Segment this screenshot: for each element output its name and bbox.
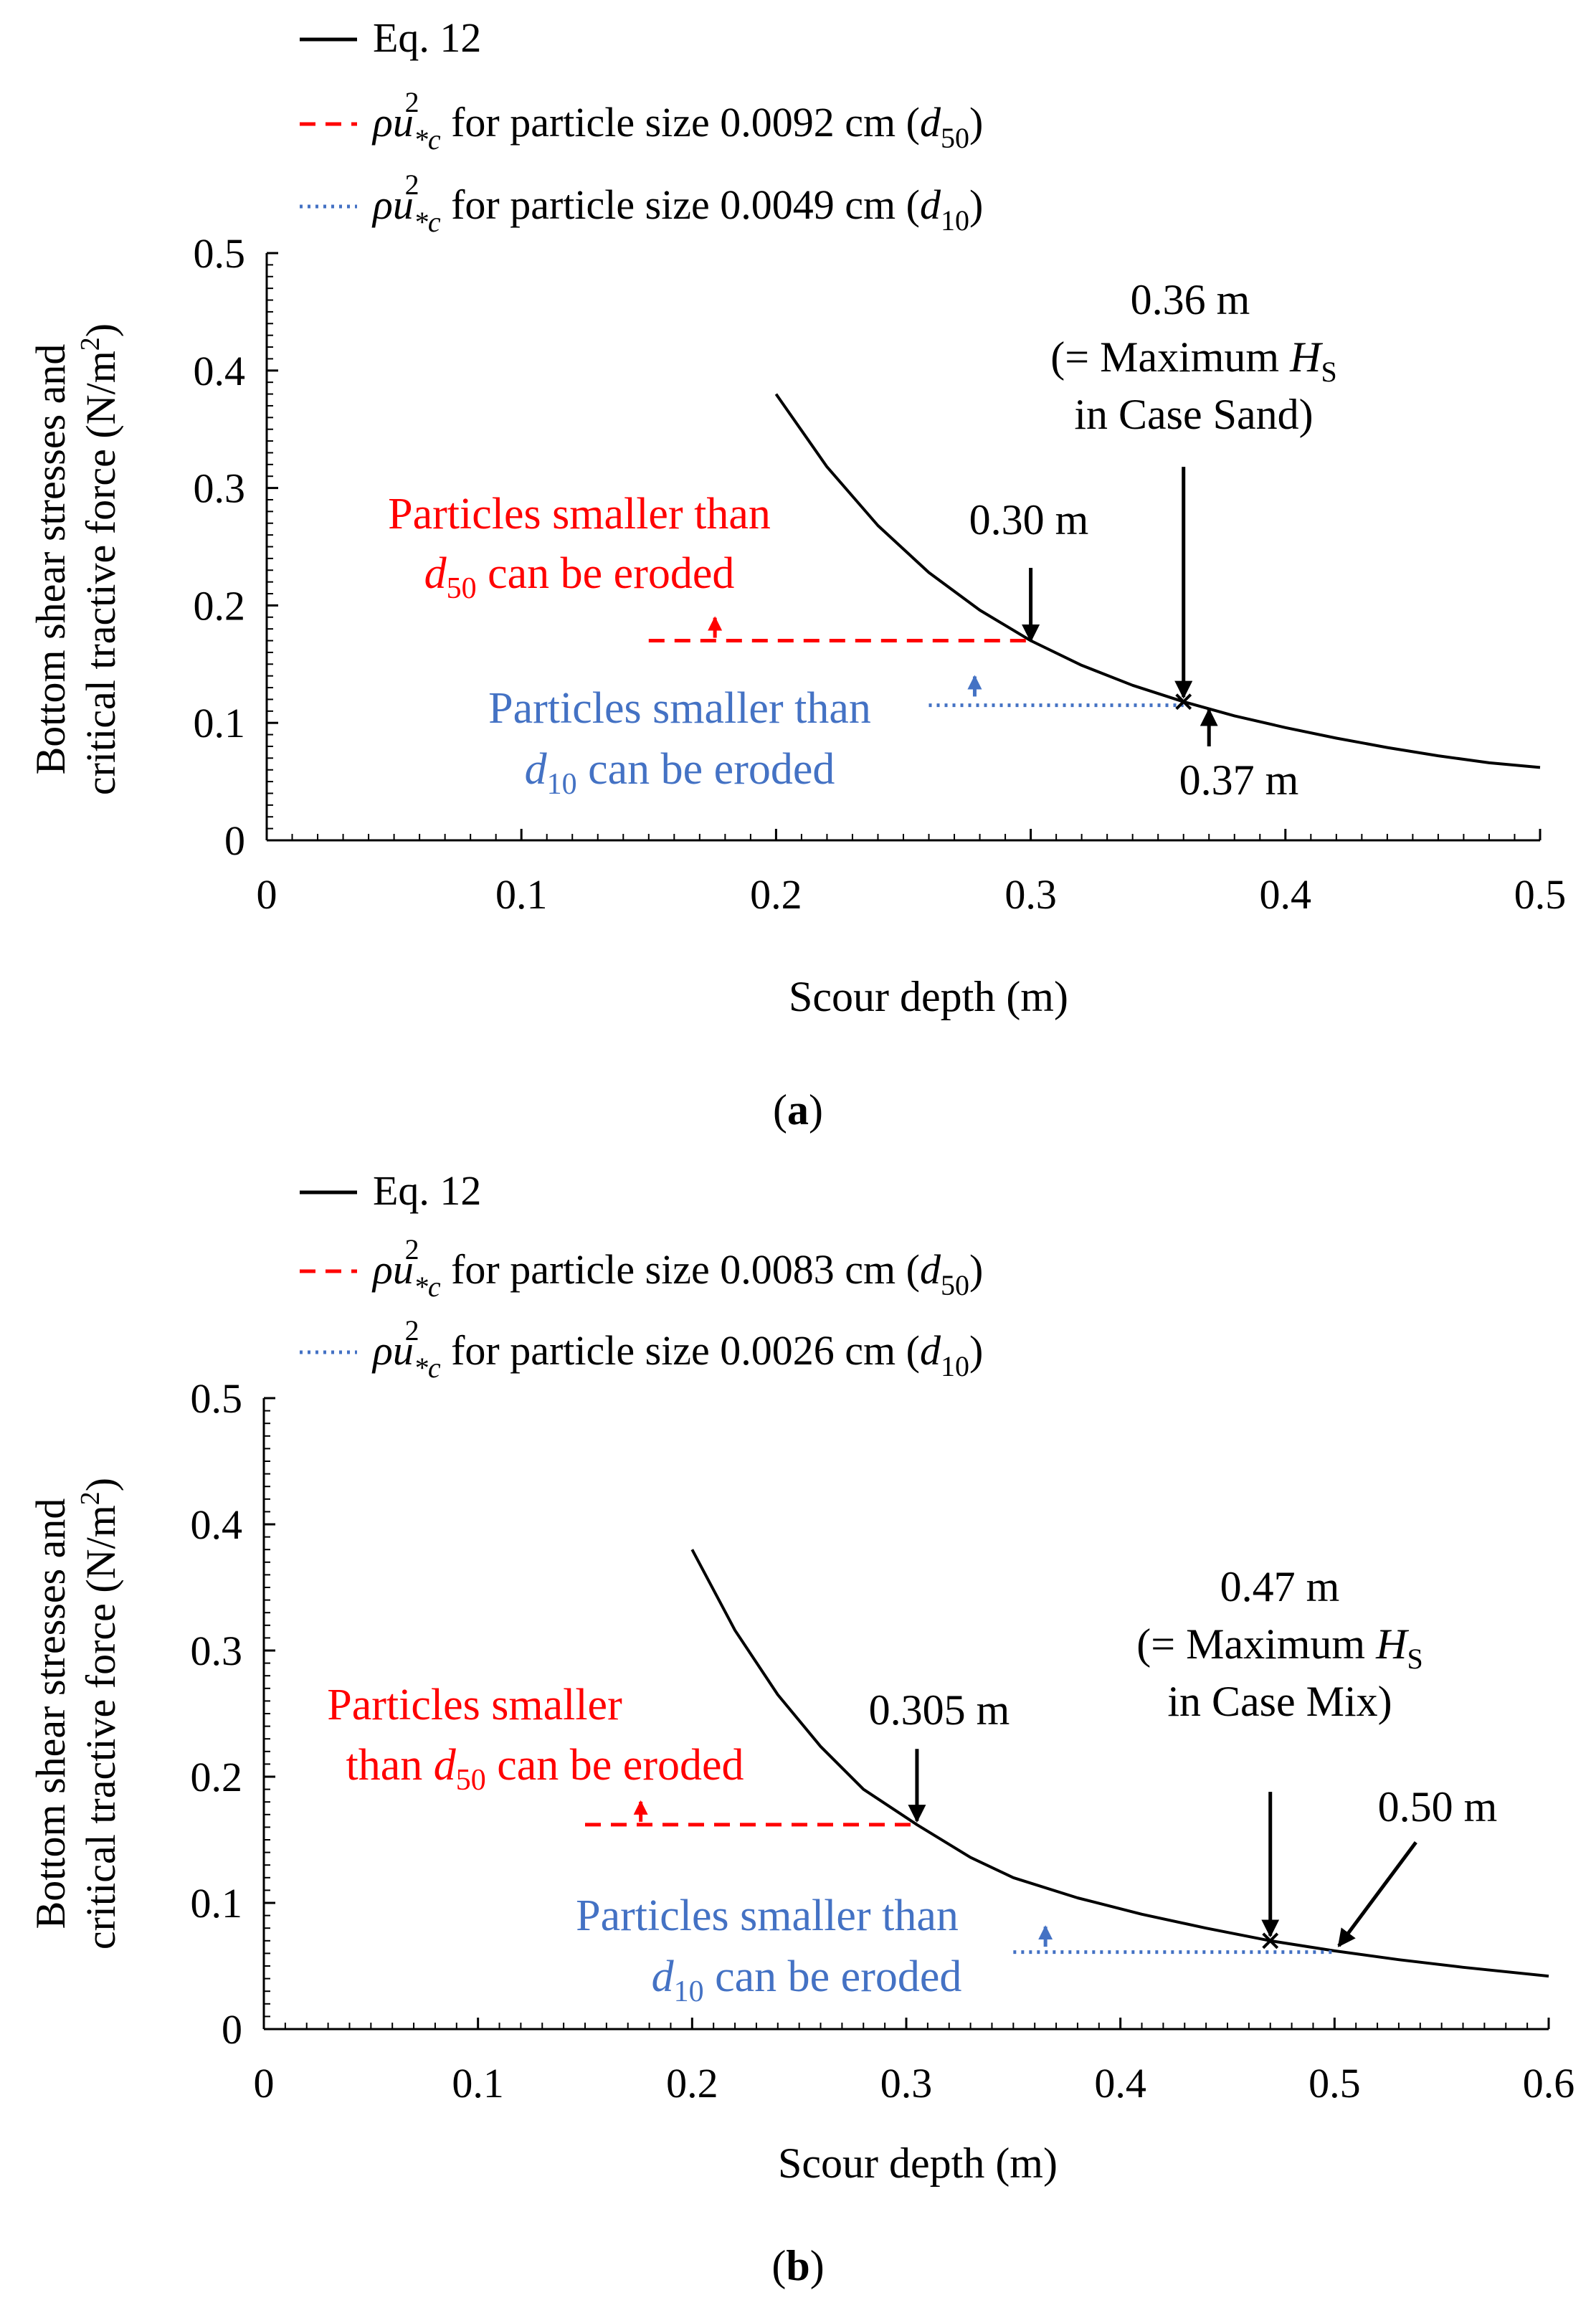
x-axis-label-a: Scour depth (m): [789, 973, 1068, 1020]
annotation-a-blue-line2: d10 can be eroded: [525, 745, 835, 801]
legend-a-eq12-label: Eq. 12: [373, 14, 481, 61]
eq12-curve-a: [774, 393, 1541, 769]
x-tick-label-b: 0.5: [1308, 2060, 1361, 2107]
y-tick-label-b: 0.5: [191, 1375, 243, 1422]
annotation-b-050: 0.50 m: [1378, 1783, 1498, 1830]
annotation-b-047: 0.47 m: [1220, 1563, 1340, 1610]
annotation-b-red-line1: Particles smaller: [327, 1681, 622, 1729]
annotation-a-037: 0.37 m: [1179, 756, 1299, 804]
y-axis-label-a-line2: critical tractive force (N/m2): [75, 323, 124, 795]
annotation-b-case: in Case Mix): [1167, 1678, 1392, 1725]
x-tick-label-b: 0: [254, 2060, 275, 2107]
legend-b-d50-label: ρu*c2 for particle size 0.0083 cm (d50): [371, 1233, 983, 1303]
y-axis-label-b-line2: critical tractive force (N/m2): [75, 1478, 124, 1950]
annotation-a-maxhs: (= Maximum HS: [1050, 333, 1336, 388]
legend-a-d50-label: ρu*c2 for particle size 0.0092 cm (d50): [371, 86, 983, 156]
annotation-b-blue-line1: Particles smaller than: [576, 1891, 959, 1940]
y-tick-label-a: 0.4: [194, 348, 246, 394]
eq12-curve-b: [690, 1549, 1549, 1978]
y-tick-label-a: 0.2: [194, 582, 246, 629]
x-tick-label-a: 0.1: [495, 871, 548, 918]
x-tick-label-b: 0.2: [666, 2060, 718, 2107]
x-tick-label-a: 0.5: [1514, 871, 1567, 918]
pointer-arrow-b: [1337, 1841, 1417, 1947]
y-axis-label-b-line1: Bottom shear stresses and: [27, 1499, 74, 1929]
x-tick-label-b: 0.1: [452, 2060, 504, 2107]
y-tick-label-b: 0.4: [191, 1501, 243, 1548]
panel-label-b: (b): [771, 2242, 824, 2289]
legend-a-d10-label: ρu*c2 for particle size 0.0049 cm (d10): [371, 168, 983, 238]
x-axis-label-b: Scour depth (m): [778, 2140, 1058, 2187]
max-hs-marker-a: [1175, 693, 1192, 711]
annotation-a-036: 0.36 m: [1131, 276, 1250, 323]
x-tick-label-a: 0: [257, 871, 277, 918]
annotation-b-maxhs: (= Maximum HS: [1136, 1620, 1422, 1675]
y-tick-label-b: 0: [222, 2006, 242, 2053]
x-tick-label-b: 0.6: [1523, 2060, 1575, 2107]
panel-label-a: (a): [773, 1086, 823, 1134]
annotation-b-0305: 0.305 m: [869, 1686, 1010, 1734]
y-tick-label-b: 0.2: [191, 1754, 243, 1800]
plot-area-a: 0 0.1 0.2 0.3 0.4 0.5 0 0.1 0.2 0.3 0.4 0.5: [194, 230, 1567, 918]
annotation-a-red-line1: Particles smaller than: [388, 490, 771, 538]
y-tick-label-b: 0.1: [191, 1880, 243, 1927]
x-tick-label-b: 0.3: [880, 2060, 933, 2107]
annotation-b-blue-line2: d10 can be eroded: [652, 1952, 962, 2008]
annotation-a-case: in Case Sand): [1074, 391, 1313, 438]
annotation-a-030: 0.30 m: [969, 496, 1089, 543]
y-axis-label-a-line1: Bottom shear stresses and: [27, 344, 74, 775]
annotation-a-blue-line1: Particles smaller than: [488, 684, 871, 733]
y-tick-label-a: 0.5: [194, 230, 246, 277]
chart-panel-b: Eq. 12 ρu*c2 for particle size 0.0083 cm…: [27, 1167, 1574, 2289]
x-tick-label-a: 0.2: [750, 871, 802, 918]
y-tick-label-a: 0.3: [194, 465, 246, 512]
y-tick-label-a: 0.1: [194, 700, 246, 746]
plot-area-b: 0 0.1 0.2 0.3 0.4 0.5 0 0.1 0.2 0.3 0.4 0.5 0.6: [191, 1375, 1575, 2107]
x-tick-label-a: 0.4: [1260, 871, 1312, 918]
x-tick-label-b: 0.4: [1094, 2060, 1146, 2107]
y-tick-label-b: 0.3: [191, 1628, 243, 1674]
legend-b-d10-label: ρu*c2 for particle size 0.0026 cm (d10): [371, 1314, 983, 1384]
chart-panel-a: Eq. 12 ρu*c2 for particle size 0.0092 cm…: [27, 14, 1566, 1134]
x-tick-label-a: 0.3: [1004, 871, 1057, 918]
y-tick-label-a: 0: [224, 817, 245, 864]
annotation-a-red-line2: d50 can be eroded: [424, 549, 735, 605]
legend-b-eq12-label: Eq. 12: [373, 1167, 481, 1214]
max-hs-marker-b: [1262, 1932, 1279, 1950]
legend-a: Eq. 12 ρu*c2 for particle size 0.0092 cm…: [300, 14, 983, 238]
annotation-b-red-line2: than d50 can be eroded: [346, 1741, 744, 1797]
legend-b: Eq. 12 ρu*c2 for particle size 0.0083 cm…: [300, 1167, 983, 1384]
